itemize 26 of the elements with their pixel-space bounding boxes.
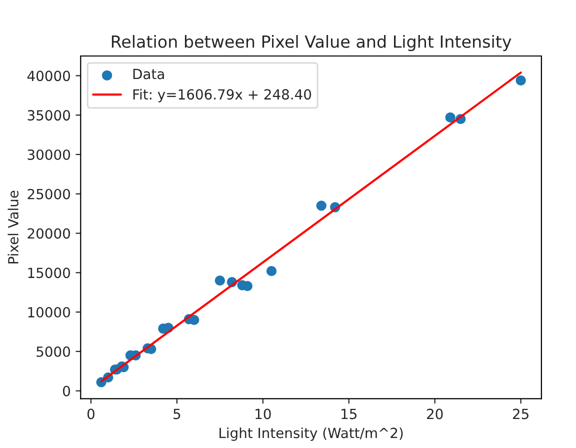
x-tick-label: 20 — [427, 408, 443, 420]
y-tick-label: 5000 — [36, 346, 70, 357]
y-axis-title: Pixel Value — [8, 190, 18, 264]
point — [214, 275, 225, 286]
y-tick-label: 35000 — [28, 110, 70, 121]
x-tick-label: 10 — [256, 408, 271, 420]
point — [445, 112, 456, 123]
point — [266, 266, 277, 276]
y-tick-label: 15000 — [28, 268, 70, 278]
y-tick-label: 20000 — [28, 228, 70, 239]
x-tick-label: 5 — [174, 408, 180, 420]
y-tick-label: 10000 — [28, 307, 70, 318]
x-tick-label: 25 — [512, 408, 528, 420]
point — [516, 75, 526, 86]
x-tick-label: 0 — [87, 408, 94, 420]
y-tick-label: 25000 — [28, 188, 70, 200]
y-tick-label: 0 — [62, 386, 70, 396]
y-tick-label: 30000 — [28, 149, 70, 160]
point — [316, 200, 326, 211]
y-tick-label: 40000 — [27, 70, 70, 82]
x-tick-label: 15 — [342, 408, 356, 420]
legend-label: Fit: y=1606.79x + 248.40 — [133, 88, 312, 102]
legend-label: Data — [133, 68, 164, 80]
point — [189, 314, 200, 326]
chart-title: Relation between Pixel Value and Light Intensity — [112, 35, 512, 52]
x-axis-title: Light Intensity (Watt/m^2) — [220, 427, 403, 441]
